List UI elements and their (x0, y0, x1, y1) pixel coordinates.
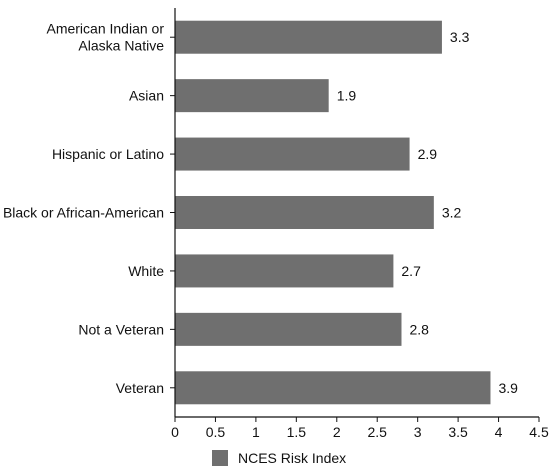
x-tick-label: 3.5 (448, 424, 468, 440)
bar-value-label: 1.9 (337, 88, 357, 104)
category-label-line: Not a Veteran (78, 321, 164, 337)
bar-value-label: 3.2 (442, 205, 462, 221)
bar (175, 196, 434, 229)
x-tick-label: 0.5 (206, 424, 226, 440)
category-label: Hispanic or Latino (52, 146, 164, 162)
x-tick-label: 0 (171, 424, 179, 440)
x-tick-label: 4 (495, 424, 503, 440)
category-label: Asian (129, 88, 164, 104)
category-label-line: American Indian or (46, 21, 164, 37)
x-tick-label: 1 (252, 424, 260, 440)
bar-value-label: 3.9 (498, 380, 518, 396)
category-label-line: White (128, 263, 164, 279)
category-label-line: Alaska Native (78, 38, 164, 54)
category-label: American Indian or Alaska Native (46, 21, 164, 54)
category-label-line: Veteran (116, 380, 164, 396)
category-label-line: Asian (129, 88, 164, 104)
legend-label: NCES Risk Index (238, 450, 347, 466)
bar-value-label: 2.7 (401, 263, 421, 279)
category-label: White (128, 263, 164, 279)
x-tick-label: 2.5 (367, 424, 387, 440)
x-tick-label: 2 (333, 424, 341, 440)
bar-value-label: 2.8 (409, 321, 429, 337)
category-label: Veteran (116, 380, 164, 396)
x-tick-label: 1.5 (287, 424, 307, 440)
bar (175, 20, 442, 54)
x-tick-label: 3 (414, 424, 422, 440)
x-tick-label: 4.5 (529, 424, 549, 440)
bar (175, 312, 402, 346)
chart-legend: NCES Risk Index (212, 450, 346, 466)
category-label-line: Black or African-American (3, 205, 164, 221)
bar (175, 254, 394, 288)
category-label-line: Hispanic or Latino (52, 146, 164, 162)
bar (175, 137, 410, 171)
category-label: Black or African-American (3, 205, 164, 221)
legend-swatch (212, 450, 228, 466)
bar (175, 79, 329, 113)
category-label: Not a Veteran (78, 321, 164, 337)
bar-value-label: 2.9 (418, 146, 438, 162)
bar-value-label: 3.3 (450, 29, 470, 45)
bar (175, 371, 491, 405)
